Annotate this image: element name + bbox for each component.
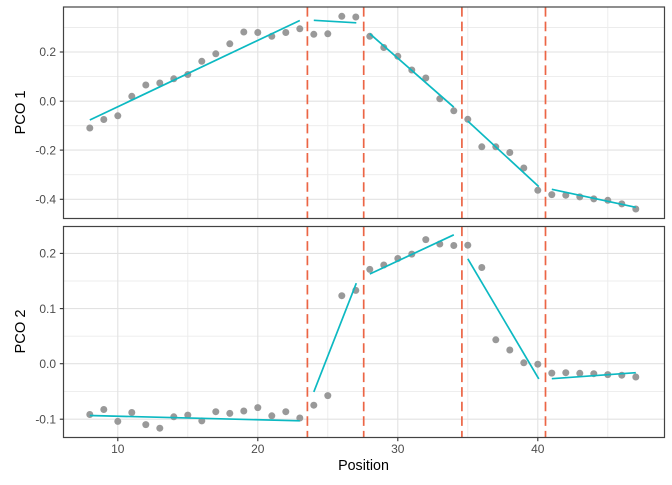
svg-text:0.2: 0.2 xyxy=(39,45,56,59)
svg-text:0.0: 0.0 xyxy=(39,357,56,371)
svg-text:-0.2: -0.2 xyxy=(35,143,56,157)
svg-text:20: 20 xyxy=(251,442,265,456)
svg-text:10: 10 xyxy=(111,442,125,456)
svg-text:0.2: 0.2 xyxy=(39,247,56,261)
svg-text:0.1: 0.1 xyxy=(39,302,56,316)
svg-text:PCO 1: PCO 1 xyxy=(13,90,29,134)
svg-text:Position: Position xyxy=(338,458,389,474)
svg-text:30: 30 xyxy=(391,442,405,456)
svg-text:40: 40 xyxy=(531,442,545,456)
svg-text:-0.1: -0.1 xyxy=(35,412,56,426)
svg-text:0.0: 0.0 xyxy=(39,94,56,108)
svg-text:-0.4: -0.4 xyxy=(35,193,56,207)
svg-text:PCO 2: PCO 2 xyxy=(13,309,29,353)
